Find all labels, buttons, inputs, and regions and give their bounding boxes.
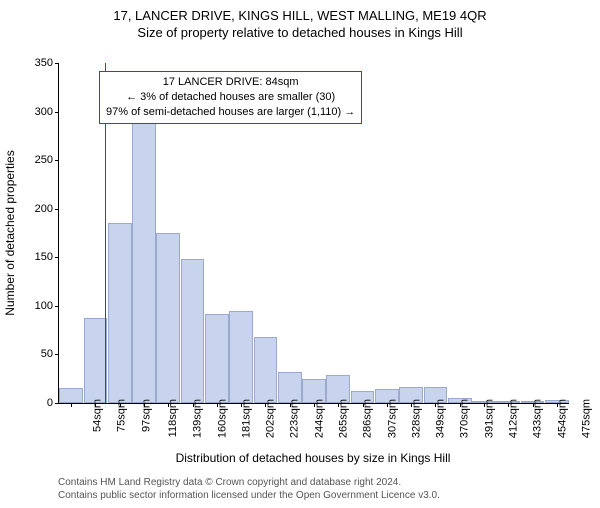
y-tick-mark <box>55 257 59 258</box>
histogram-bar <box>108 223 132 403</box>
x-tick-mark <box>363 403 364 407</box>
y-tick-mark <box>55 209 59 210</box>
x-tick-label: 75sqm <box>116 399 128 432</box>
y-tick-mark <box>55 403 59 404</box>
x-tick-label: 223sqm <box>289 399 301 438</box>
x-tick-label: 391sqm <box>483 399 495 438</box>
x-tick-label: 412sqm <box>508 399 520 438</box>
x-tick-mark <box>217 403 218 407</box>
footer-line-2: Contains public sector information licen… <box>58 489 440 502</box>
y-tick-label: 150 <box>19 251 53 263</box>
info-box-line1: 17 LANCER DRIVE: 84sqm <box>106 75 355 90</box>
x-tick-mark <box>533 403 534 407</box>
y-tick-mark <box>55 306 59 307</box>
histogram-bar <box>132 121 156 403</box>
x-tick-mark <box>193 403 194 407</box>
x-tick-label: 54sqm <box>92 399 104 432</box>
y-tick-label: 200 <box>19 203 53 215</box>
histogram-bar <box>254 337 278 403</box>
chart-container: 17, LANCER DRIVE, KINGS HILL, WEST MALLI… <box>0 8 600 508</box>
x-tick-mark <box>144 403 145 407</box>
y-tick-label: 250 <box>19 154 53 166</box>
info-box: 17 LANCER DRIVE: 84sqm← 3% of detached h… <box>99 71 362 124</box>
x-tick-mark <box>508 403 509 407</box>
y-tick-mark <box>55 354 59 355</box>
x-tick-mark <box>120 403 121 407</box>
x-tick-label: 433sqm <box>532 399 544 438</box>
x-tick-label: 475sqm <box>580 399 592 438</box>
x-tick-mark <box>95 403 96 407</box>
y-tick-mark <box>55 112 59 113</box>
histogram-bar <box>205 314 229 403</box>
x-tick-mark <box>314 403 315 407</box>
x-tick-mark <box>241 403 242 407</box>
x-tick-label: 328sqm <box>410 399 422 438</box>
chart-area: Number of detached properties 0501001502… <box>58 63 568 403</box>
y-tick-label: 350 <box>19 57 53 69</box>
x-tick-label: 370sqm <box>459 399 471 438</box>
footer-line-1: Contains HM Land Registry data © Crown c… <box>58 476 440 489</box>
x-tick-label: 139sqm <box>192 399 204 438</box>
x-tick-mark <box>387 403 388 407</box>
x-tick-mark <box>265 403 266 407</box>
x-tick-mark <box>484 403 485 407</box>
y-tick-label: 0 <box>19 397 53 409</box>
y-tick-label: 50 <box>19 348 53 360</box>
chart-subtitle: Size of property relative to detached ho… <box>0 25 600 40</box>
info-box-line3: 97% of semi-detached houses are larger (… <box>106 105 355 120</box>
x-tick-label: 202sqm <box>265 399 277 438</box>
x-tick-label: 181sqm <box>240 399 252 438</box>
x-tick-label: 265sqm <box>338 399 350 438</box>
x-tick-mark <box>290 403 291 407</box>
x-tick-mark <box>338 403 339 407</box>
x-tick-mark <box>168 403 169 407</box>
x-tick-mark <box>71 403 72 407</box>
x-tick-label: 286sqm <box>362 399 374 438</box>
y-tick-label: 300 <box>19 106 53 118</box>
x-axis-label: Distribution of detached houses by size … <box>176 451 451 465</box>
x-tick-label: 244sqm <box>313 399 325 438</box>
y-tick-label: 100 <box>19 300 53 312</box>
x-tick-mark <box>460 403 461 407</box>
histogram-bar <box>84 318 108 403</box>
x-tick-label: 160sqm <box>216 399 228 438</box>
histogram-bar <box>59 388 83 403</box>
y-axis-label: Number of detached properties <box>3 150 17 315</box>
x-tick-mark <box>435 403 436 407</box>
chart-title: 17, LANCER DRIVE, KINGS HILL, WEST MALLI… <box>0 8 600 23</box>
x-tick-label: 97sqm <box>140 399 152 432</box>
histogram-bar <box>156 233 180 403</box>
info-box-line2: ← 3% of detached houses are smaller (30) <box>106 90 355 105</box>
histogram-bar <box>229 311 253 403</box>
x-tick-mark <box>557 403 558 407</box>
x-tick-mark <box>411 403 412 407</box>
plot-region: 05010015020025030035054sqm75sqm97sqm118s… <box>58 63 569 404</box>
x-tick-label: 454sqm <box>556 399 568 438</box>
y-tick-mark <box>55 160 59 161</box>
histogram-bar <box>181 259 205 403</box>
x-tick-label: 349sqm <box>435 399 447 438</box>
footer-attribution: Contains HM Land Registry data © Crown c… <box>58 476 440 502</box>
x-tick-label: 307sqm <box>386 399 398 438</box>
y-tick-mark <box>55 63 59 64</box>
